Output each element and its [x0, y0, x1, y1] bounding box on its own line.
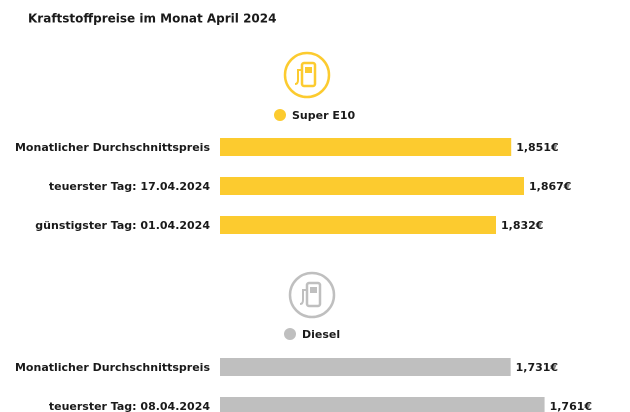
- category-label: günstigster Tag: 01.04.2024: [35, 219, 210, 232]
- fuel-icon: [288, 271, 336, 319]
- category-label: teuerster Tag: 17.04.2024: [49, 180, 211, 193]
- fuel-icon: [283, 51, 331, 99]
- chart-title: Kraftstoffpreise im Monat April 2024: [28, 12, 276, 26]
- value-label: 1,731€: [516, 361, 558, 374]
- value-label: 1,867€: [529, 180, 571, 193]
- legend-label: Super E10: [292, 109, 356, 122]
- value-label: 1,851€: [516, 141, 558, 154]
- legend-marker: [284, 328, 296, 340]
- bar: [220, 216, 496, 234]
- bar: [220, 177, 524, 195]
- legend-label: Diesel: [302, 328, 340, 341]
- bar: [220, 397, 545, 412]
- category-label: teuerster Tag: 08.04.2024: [49, 400, 211, 412]
- bar: [220, 358, 511, 376]
- category-label: Monatlicher Durchschnittspreis: [15, 361, 210, 374]
- value-label: 1,832€: [501, 219, 543, 232]
- category-label: Monatlicher Durchschnittspreis: [15, 141, 210, 154]
- legend-marker: [274, 109, 286, 121]
- value-label: 1,761€: [550, 400, 592, 412]
- bar: [220, 138, 512, 156]
